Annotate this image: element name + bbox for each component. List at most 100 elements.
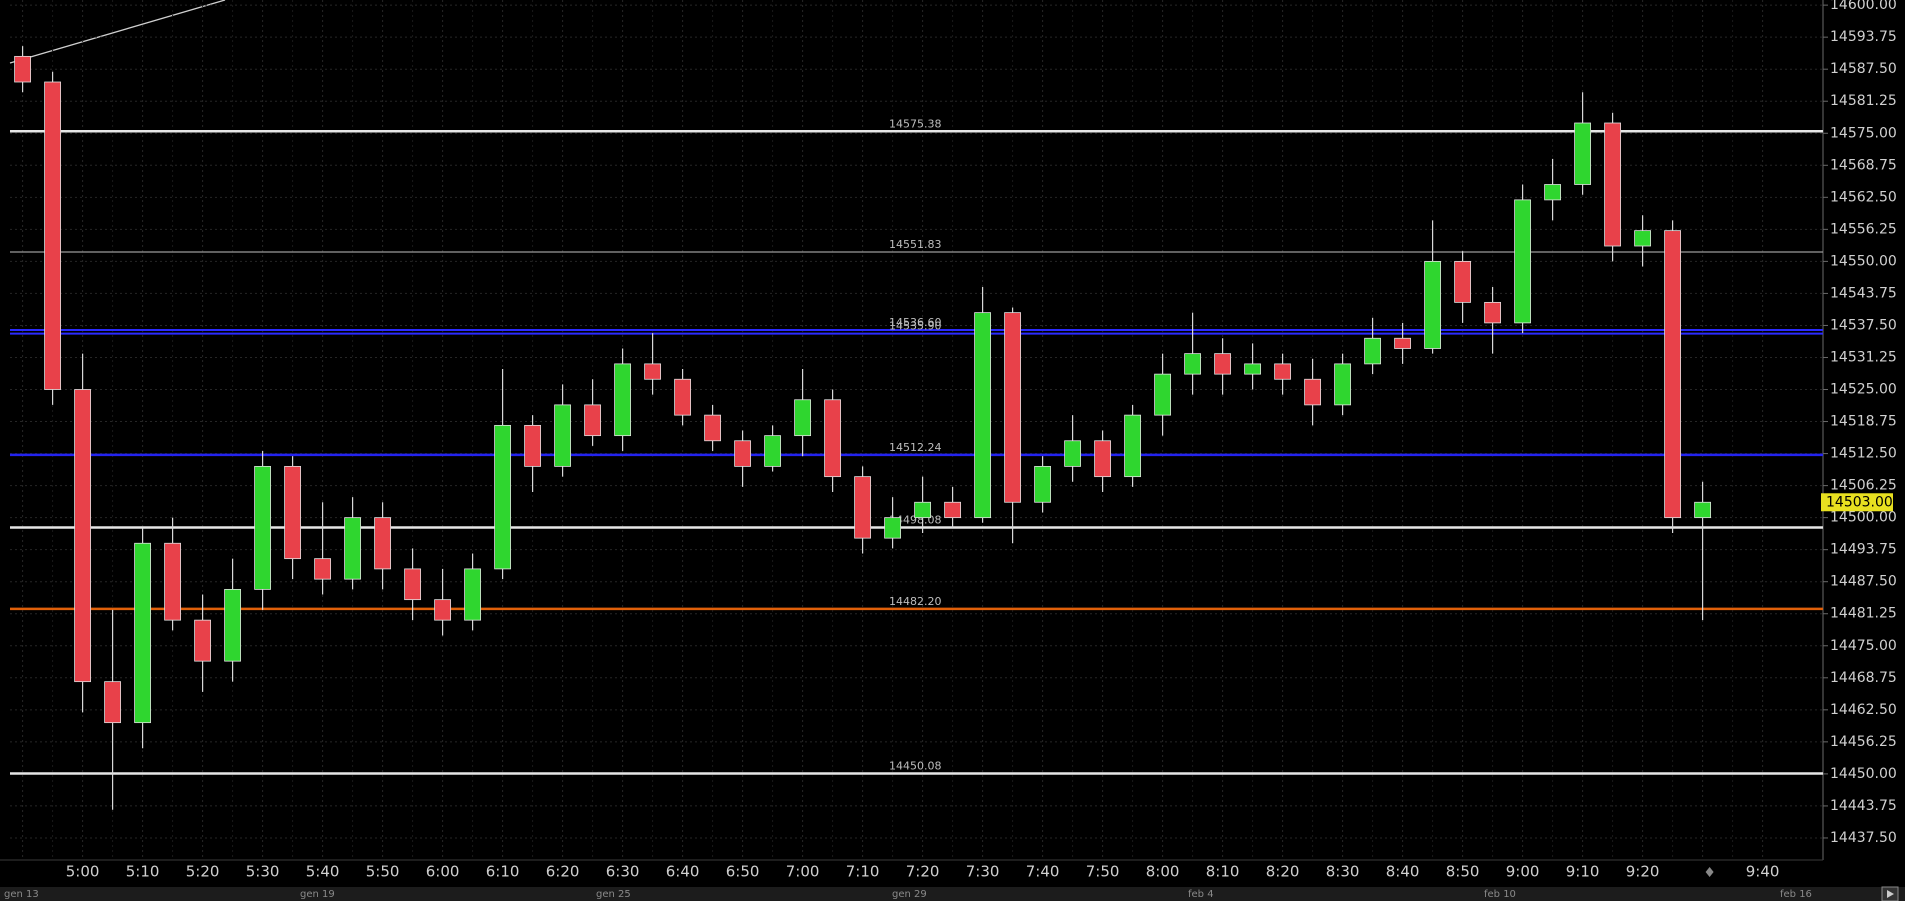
- candle-body: [1304, 378, 1321, 406]
- y-tick-label: 14462.50: [1830, 702, 1897, 718]
- level-label: 14575.38: [889, 117, 942, 130]
- y-tick-label: 14550.00: [1830, 253, 1897, 269]
- y-tick-label: 14531.25: [1830, 349, 1897, 365]
- candle-body: [1154, 373, 1171, 416]
- y-tick-label: 14537.50: [1830, 317, 1897, 333]
- x-tick-label: 5:20: [186, 863, 220, 881]
- x-tick-label: 7:00: [786, 863, 820, 881]
- candle-body: [1484, 301, 1501, 324]
- candle-body: [524, 424, 541, 467]
- x-tick-label: 9:40: [1746, 863, 1780, 881]
- scrollbar-date: gen 13: [4, 889, 39, 900]
- candle-body: [1004, 312, 1021, 503]
- y-tick-label: 14443.75: [1830, 798, 1897, 814]
- candle-body: [1334, 363, 1351, 406]
- last-price-label: 14503.00: [1826, 494, 1893, 510]
- candle-body: [584, 404, 601, 437]
- y-tick-label: 14468.75: [1830, 670, 1897, 686]
- date-scrollbar[interactable]: [0, 887, 1905, 901]
- candle-body: [104, 681, 121, 724]
- x-tick-label: 6:20: [546, 863, 580, 881]
- y-tick-label: 14450.00: [1830, 766, 1897, 782]
- level-label: 14450.08: [889, 759, 942, 772]
- candle-body: [974, 312, 991, 519]
- scrollbar-date: feb 16: [1780, 889, 1812, 900]
- x-tick-label: 7:20: [906, 863, 940, 881]
- x-tick-label: 9:00: [1506, 863, 1540, 881]
- candle-body: [1244, 363, 1261, 375]
- candle-body: [734, 440, 751, 467]
- candle-body: [764, 435, 781, 467]
- candle-body: [1214, 353, 1231, 375]
- y-tick-label: 14587.50: [1830, 61, 1897, 77]
- x-tick-label: 5:50: [366, 863, 400, 881]
- y-tick-label: 14562.50: [1830, 189, 1897, 205]
- x-tick-label: 7:30: [966, 863, 1000, 881]
- scrollbar-date: gen 25: [596, 889, 631, 900]
- candle-body: [1604, 122, 1621, 247]
- candle-body: [554, 404, 571, 467]
- candle-body: [1454, 260, 1471, 303]
- y-tick-label: 14437.50: [1830, 830, 1897, 846]
- candle-body: [404, 568, 422, 601]
- candle-body: [44, 81, 61, 390]
- x-tick-label: 6:50: [726, 863, 760, 881]
- scrollbar-date: feb 4: [1188, 889, 1214, 900]
- cursor-marker: [1705, 867, 1714, 877]
- scroll-arrow: [1887, 890, 1894, 898]
- scrollbar-date: gen 29: [892, 889, 927, 900]
- y-tick-label: 14575.00: [1830, 125, 1897, 141]
- level-label: 14535.90: [889, 320, 942, 333]
- x-tick-label: 7:10: [846, 863, 880, 881]
- y-tick-label: 14456.25: [1830, 734, 1897, 750]
- x-tick-label: 9:20: [1626, 863, 1660, 881]
- y-tick-label: 14593.75: [1830, 29, 1897, 45]
- y-tick-label: 14543.75: [1830, 285, 1897, 301]
- candle-body: [464, 568, 482, 621]
- x-tick-label: 6:40: [666, 863, 700, 881]
- last-price-tag: [1821, 493, 1893, 512]
- candle-body: [884, 517, 901, 539]
- x-tick-label: 8:50: [1446, 863, 1480, 881]
- candle-body: [1574, 122, 1591, 185]
- candle-body: [74, 389, 91, 683]
- x-tick-label: 6:00: [426, 863, 460, 881]
- y-tick-label: 14506.25: [1830, 478, 1897, 494]
- candle-body: [704, 414, 721, 442]
- x-tick-label: 8:30: [1326, 863, 1360, 881]
- trend-line: [9, 0, 226, 64]
- scrollbar-date: gen 19: [300, 889, 335, 900]
- candle-body: [314, 558, 332, 580]
- x-tick-label: 5:00: [66, 863, 100, 881]
- candle-body: [1064, 440, 1081, 467]
- x-tick-label: 7:50: [1086, 863, 1120, 881]
- x-tick-label: 8:00: [1146, 863, 1180, 881]
- x-tick-label: 5:30: [246, 863, 280, 881]
- candle-body: [1424, 260, 1441, 349]
- candle-body: [1034, 465, 1051, 503]
- level-label: 14551.83: [889, 238, 942, 251]
- y-tick-label: 14500.00: [1830, 510, 1897, 526]
- candle-body: [14, 55, 32, 83]
- y-tick-label: 14487.50: [1830, 574, 1897, 590]
- level-label: 14512.24: [889, 441, 942, 454]
- candle-body: [1694, 501, 1711, 519]
- candle-body: [1544, 184, 1561, 201]
- candle-body: [254, 465, 272, 590]
- x-tick-label: 6:10: [486, 863, 520, 881]
- x-tick-label: 5:40: [306, 863, 340, 881]
- y-tick-label: 14525.00: [1830, 382, 1897, 398]
- axes: 14600.00 14593.75 14587.50 14581.25 14575.00…: [66, 0, 1897, 881]
- candle-body: [1094, 440, 1111, 478]
- candle-body: [614, 363, 631, 437]
- x-tick-label: 8:40: [1386, 863, 1420, 881]
- candle-body: [134, 542, 152, 724]
- y-tick-label: 14568.75: [1830, 157, 1897, 173]
- candle-body: [644, 363, 661, 380]
- x-tick-label: 8:20: [1266, 863, 1300, 881]
- x-tick-label: 5:10: [126, 863, 160, 881]
- y-tick-label: 14600.00: [1830, 0, 1897, 13]
- scrollbar-date: feb 10: [1484, 889, 1516, 900]
